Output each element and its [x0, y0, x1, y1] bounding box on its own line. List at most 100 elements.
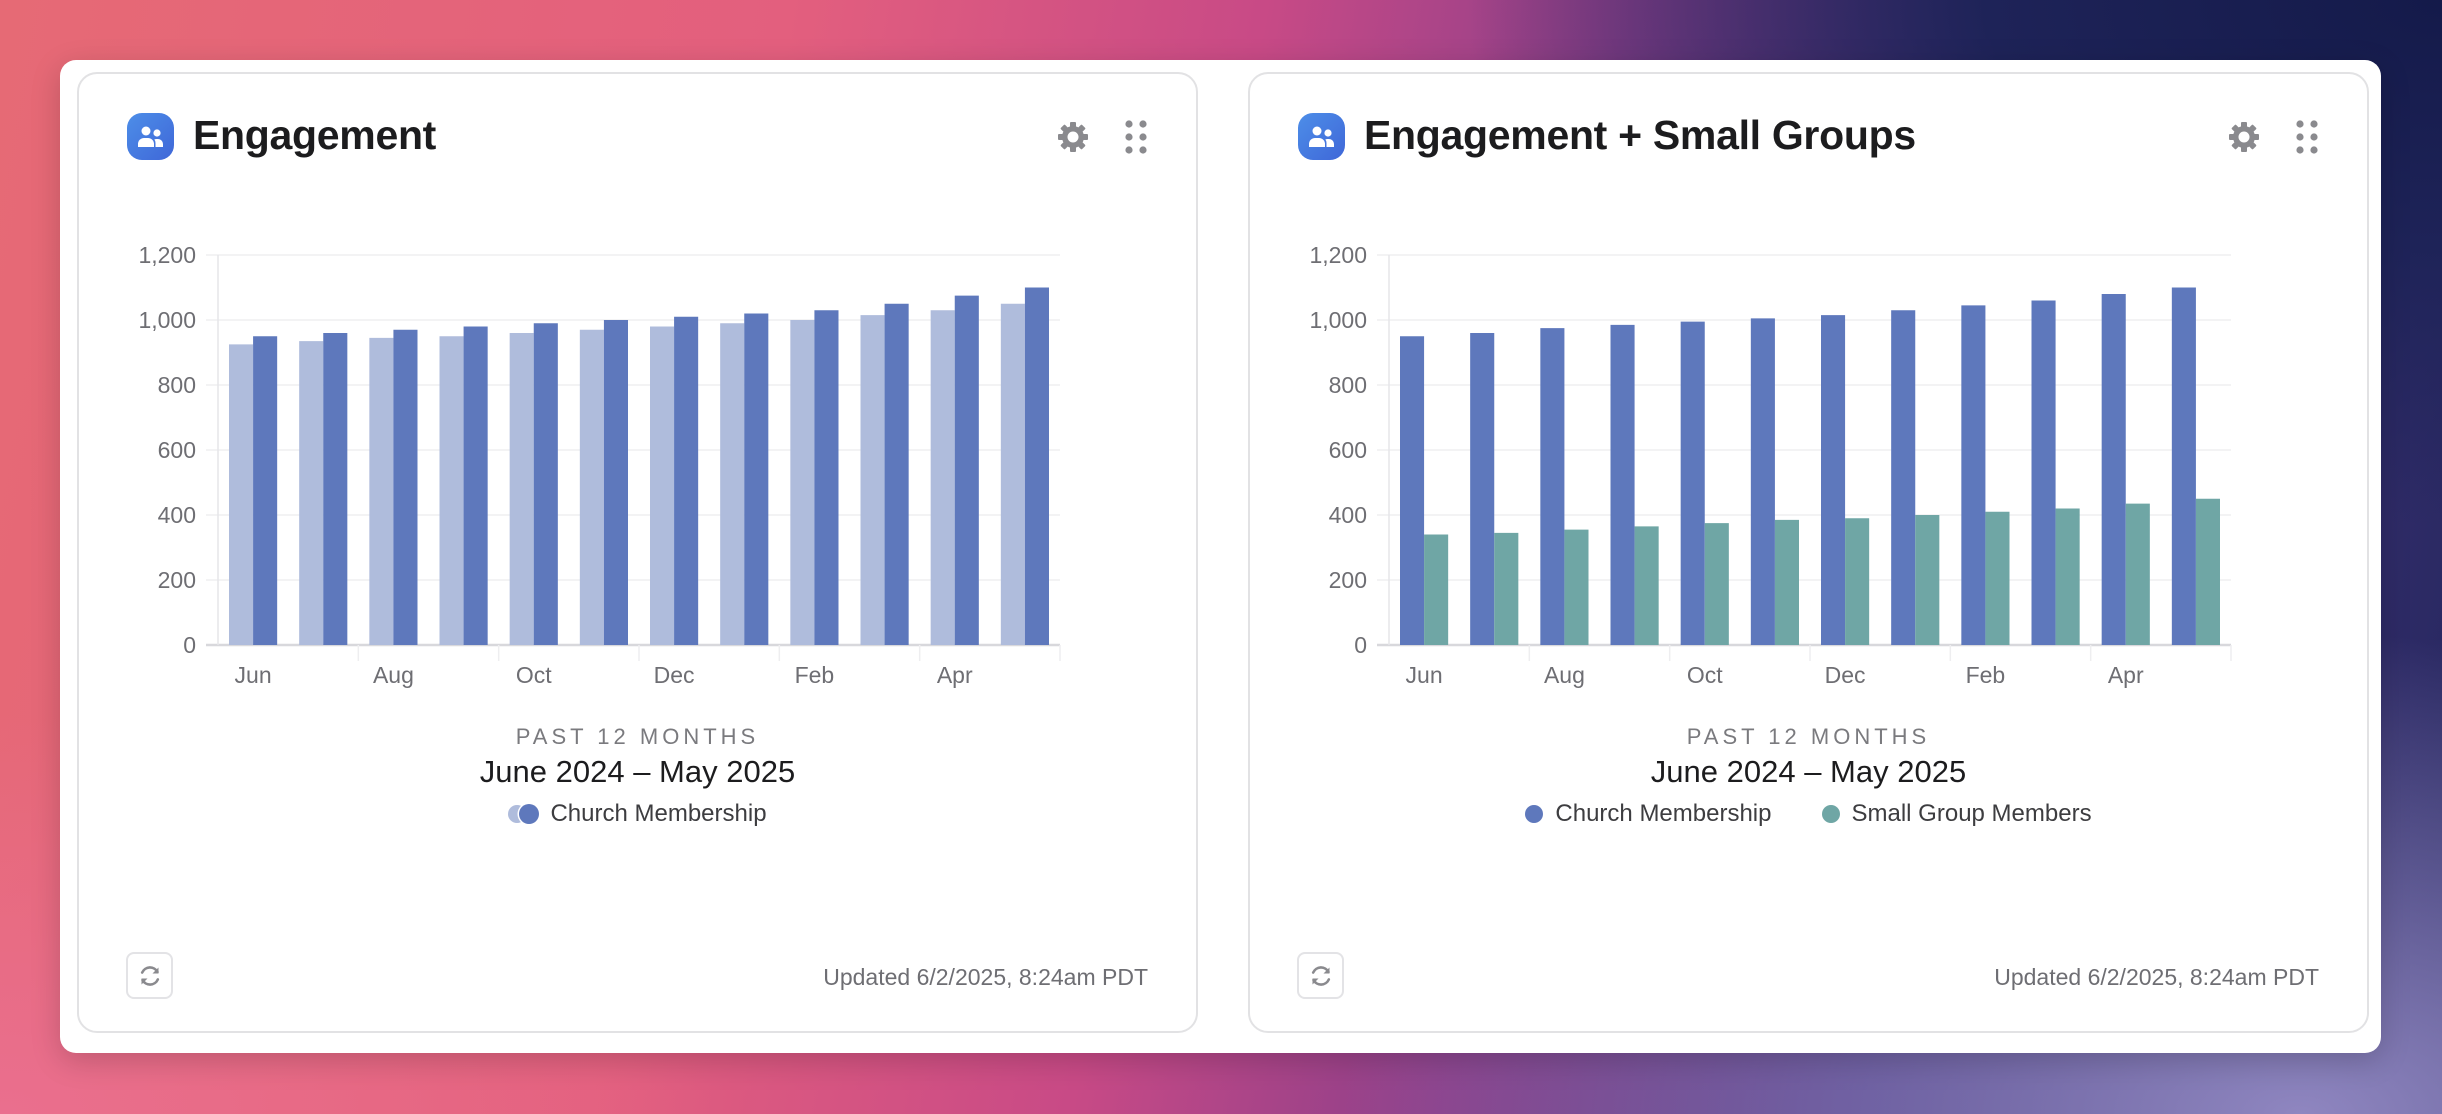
bar-feb-series-0: [1961, 305, 1986, 645]
x-tick-label: Oct: [516, 662, 552, 688]
x-tick-label: Apr: [937, 662, 973, 688]
bar-apr-series-0: [930, 310, 955, 645]
x-tick-label: Oct: [1687, 662, 1723, 688]
bar-mar-series-1: [2055, 508, 2080, 645]
date-range: June 2024 – May 2025: [1650, 754, 1967, 789]
bar-feb-series-1: [814, 310, 839, 645]
bar-nov-series-0: [579, 329, 604, 645]
bar-aug-series-1: [393, 329, 418, 645]
bar-oct-series-1: [533, 323, 558, 645]
x-tick-label: Apr: [2108, 662, 2144, 688]
bar-jul-series-1: [1494, 532, 1519, 645]
y-tick-label: 1,000: [138, 307, 196, 333]
period-label: PAST 12 MONTHS: [515, 724, 760, 749]
bar-mar-series-1: [884, 303, 909, 645]
bar-dec-series-1: [1845, 518, 1870, 645]
bar-chart-engagement: 0 200 400 600 800 1,000 1,200 Jun Aug Oct Dec Feb Ap…: [138, 242, 1061, 688]
bar-feb-series-1: [1985, 511, 2010, 645]
bar-chart-engagement-small-groups: 0 200 400 600 800 1,000 1,200 Jun Aug Oct Dec Feb Ap…: [1309, 242, 2232, 688]
bar-apr-series-0: [2101, 294, 2126, 645]
y-tick-label: 800: [158, 372, 196, 398]
x-tick-label: Jun: [235, 662, 272, 688]
legend-item-small-group-members[interactable]: Small Group Members: [1821, 800, 2092, 828]
gear-icon[interactable]: [2227, 120, 2261, 154]
bar-jul-series-0: [299, 341, 324, 645]
bar-may-series-0: [1000, 303, 1025, 645]
bar-dec-series-0: [650, 326, 675, 645]
bar-jan-series-0: [1891, 310, 1916, 645]
bar-may-series-1: [1024, 287, 1049, 645]
chart-legend: Church Membership: [79, 800, 1196, 828]
bar-sep-series-0: [1610, 324, 1635, 645]
y-tick-label: 0: [1354, 632, 1367, 658]
refresh-icon: [1311, 965, 1330, 986]
bar-jun-series-1: [1424, 534, 1449, 645]
widget-title: Engagement + Small Groups: [1364, 112, 1916, 158]
x-tick-label: Dec: [654, 662, 695, 688]
gear-icon[interactable]: [1056, 120, 1090, 154]
bar-sep-series-0: [439, 336, 464, 645]
bar-jan-series-0: [720, 323, 745, 645]
x-tick-label: Aug: [1544, 662, 1585, 688]
bar-sep-series-1: [463, 326, 488, 645]
legend-item-church-membership[interactable]: Church Membership: [1525, 800, 1772, 828]
grip-dots-icon[interactable]: [2295, 120, 2319, 154]
bar-may-series-0: [2171, 287, 2196, 645]
updated-timestamp: Updated 6/2/2025, 8:24am PDT: [1994, 964, 2319, 990]
legend-item-church-membership[interactable]: Church Membership: [508, 800, 767, 828]
y-tick-label: 600: [158, 437, 196, 463]
y-tick-label: 600: [1329, 437, 1367, 463]
date-range: June 2024 – May 2025: [479, 754, 796, 789]
y-tick-label: 0: [183, 632, 196, 658]
bar-jun-series-0: [1400, 336, 1425, 645]
y-tick-label: 200: [158, 567, 196, 593]
bar-aug-series-0: [1540, 328, 1565, 645]
bar-nov-series-1: [1774, 519, 1799, 645]
legend-swatch: [1821, 805, 1840, 823]
refresh-button[interactable]: [1297, 952, 1344, 999]
legend-swatch: [1525, 805, 1544, 823]
legend-label: Church Membership: [1555, 800, 1772, 827]
x-tick-label: Feb: [795, 662, 835, 688]
widget-title: Engagement: [193, 112, 437, 158]
widget-card-engagement-small-groups: Engagement + Small Groups: [1248, 72, 2369, 1033]
y-tick-label: 1,000: [1309, 307, 1367, 333]
period-label: PAST 12 MONTHS: [1686, 724, 1931, 749]
bar-jan-series-1: [1915, 515, 1940, 645]
y-tick-label: 400: [1329, 502, 1367, 528]
bar-dec-series-0: [1821, 315, 1846, 645]
bar-sep-series-1: [1634, 526, 1659, 645]
bar-oct-series-0: [1680, 321, 1705, 645]
bar-aug-series-1: [1564, 529, 1589, 645]
legend-label: Church Membership: [550, 800, 767, 827]
legend-label: Small Group Members: [1851, 800, 2092, 827]
refresh-button[interactable]: [126, 952, 173, 999]
widget-card-engagement: Engagement: [77, 72, 1198, 1033]
people-icon: [127, 113, 174, 160]
bar-feb-series-0: [790, 320, 815, 645]
updated-timestamp: Updated 6/2/2025, 8:24am PDT: [823, 964, 1148, 990]
bar-aug-series-0: [369, 337, 394, 645]
grip-dots-icon[interactable]: [1124, 120, 1148, 154]
y-tick-label: 1,200: [1309, 242, 1367, 268]
x-tick-label: Dec: [1825, 662, 1866, 688]
bar-jan-series-1: [744, 313, 769, 645]
bar-oct-series-0: [509, 333, 534, 645]
dashboard-panel: Engagement: [60, 60, 2381, 1053]
y-tick-label: 400: [158, 502, 196, 528]
x-tick-label: Jun: [1406, 662, 1443, 688]
people-icon: [1298, 113, 1345, 160]
y-tick-label: 200: [1329, 567, 1367, 593]
bar-dec-series-1: [674, 316, 699, 645]
chart-legend: Church Membership Small Group Members: [1250, 800, 2367, 828]
bar-mar-series-0: [860, 315, 885, 645]
bar-apr-series-1: [2125, 503, 2150, 645]
bar-jul-series-0: [1470, 333, 1495, 645]
bar-nov-series-1: [603, 320, 628, 645]
x-tick-label: Aug: [373, 662, 414, 688]
y-tick-label: 800: [1329, 372, 1367, 398]
bar-nov-series-0: [1750, 318, 1775, 645]
bar-oct-series-1: [1704, 523, 1729, 645]
bar-jun-series-1: [253, 336, 278, 645]
y-tick-label: 1,200: [138, 242, 196, 268]
